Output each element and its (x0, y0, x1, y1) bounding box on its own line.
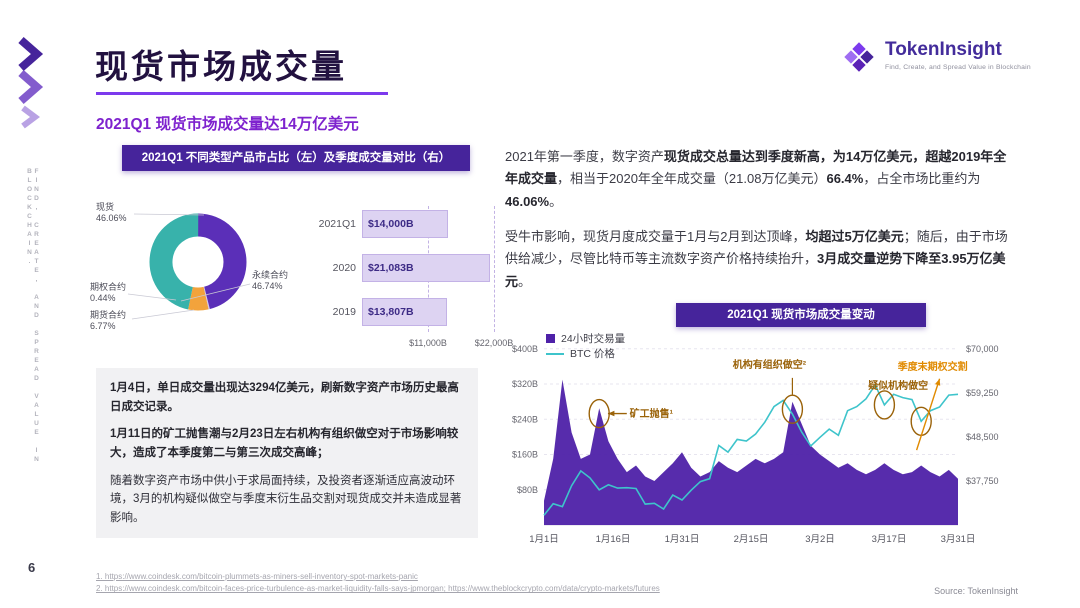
annotation-label: 疑似机构做空 (868, 379, 928, 392)
volume-legend-swatch-icon (546, 334, 555, 343)
bar-row: 2019 $13,807B (312, 298, 522, 326)
y-axis-left-tick-label: $320B (512, 379, 538, 389)
bar-axis-label: $11,000B (409, 338, 447, 348)
y-axis-left-tick-label: $80B (517, 485, 538, 495)
y-axis-right-tick-label: $48,500 (966, 432, 999, 442)
x-axis-tick-label: 3月17日 (872, 534, 907, 545)
page-title: 现货市场成交量 (95, 48, 347, 85)
volume-area-series (544, 379, 958, 525)
annotation-label: 矿工抛售¹ (630, 407, 674, 420)
y-axis-left-tick-label: $240B (512, 414, 538, 424)
bar-track: $14,000B (362, 210, 494, 238)
bar-axis-guide (494, 206, 495, 332)
annotation-label: 季度末期权交割 (897, 360, 968, 373)
side-tagline: FIND, CREATE, AND SPREAD VALUE IN BLOCKC… (26, 168, 40, 465)
annotation-arrow (915, 378, 941, 451)
btc-price-line-series (543, 383, 959, 516)
donut-label-leader (127, 293, 177, 301)
left-chart-title-banner: 2021Q1 不同类型产品市占比（左）及季度成交量对比（右） (122, 145, 470, 171)
x-axis-tick-label: 1月31日 (665, 534, 700, 545)
summary-paragraph-1: 2021年第一季度，数字资产现货成交总量达到季度新高，为14万亿美元，超越201… (505, 149, 1007, 209)
btc-price-legend-swatch-icon (546, 352, 564, 355)
annotation-arrowhead (607, 410, 615, 417)
donut-segment-label: 现货 46.06% (96, 201, 127, 223)
bar-axis-label: $22,000B (474, 338, 514, 348)
x-axis-tick-label: 2月15日 (734, 534, 769, 545)
bar-row: 2021Q1 $14,000B (312, 210, 522, 238)
bar-track: $13,807B (362, 298, 494, 326)
donut-segment-label: 期货合约 6.77% (90, 309, 126, 331)
footnote-link-2[interactable]: 2. https://www.coindesk.com/bitcoin-face… (96, 584, 660, 594)
y-axis-left-tick-label: $400B (512, 344, 538, 354)
bar-category-label: 2021Q1 (318, 218, 356, 230)
bar-row: 2020 $21,083B (312, 254, 522, 282)
donut-segment-label: 永续合约 46.74% (252, 269, 288, 291)
bar-value-label: $14,000B (368, 218, 414, 230)
bar-value-label: $13,807B (368, 306, 414, 318)
y-axis-right-tick-label: $70,000 (966, 344, 999, 354)
donut-label-leader (180, 283, 251, 302)
annotation-arrowhead (935, 378, 941, 386)
donut-label-leader (131, 309, 195, 320)
brand-tagline: Find, Create, and Spread Value in Blockc… (885, 63, 1031, 71)
brand-name: TokenInsight (885, 39, 1002, 60)
tokeninsight-logo-icon (844, 42, 874, 72)
btc-price-legend-item: BTC 价格 (546, 346, 625, 361)
quarterly-volume-bar-chart: 2021Q1 $14,000B 2020 $21,083B 2019 $13,807B $… (312, 206, 522, 360)
x-axis-tick-label: 3月2日 (805, 534, 835, 545)
spot-volume-chart: 24小时交易量 BTC 价格 $400B $320B $240B $160B $80B $… (500, 330, 1015, 562)
x-axis-tick-label: 1月1日 (529, 534, 559, 545)
bar-track: $21,083B (362, 254, 494, 282)
volume-legend-item: 24小时交易量 (546, 331, 625, 346)
x-axis-tick-label: 1月16日 (596, 534, 631, 545)
donut-label-leader (133, 213, 205, 216)
y-axis-right-tick-label: $37,750 (966, 476, 999, 486)
summary-paragraph-2: 受牛市影响，现货月度成交量于1月与2月到达顶峰，均超过5万亿美元；随后，由于市场… (505, 229, 1008, 289)
bar-category-label: 2019 (332, 306, 356, 318)
page-number: 6 (28, 560, 36, 575)
highlight-paragraph-2: 1月11日的矿工抛售潮与2月23日左右机构有组织做空对于市场影响较大，造成了本季… (110, 428, 459, 459)
summary-text-block: 2021年第一季度，数字资产现货成交总量达到季度新高，为14万亿美元，超越201… (505, 146, 1013, 306)
highlights-box: 1月4日，单日成交量出现达3294亿美元，刷新数字资产市场历史最高日成交记录。 … (96, 368, 478, 539)
btc-price-legend-label: BTC 价格 (570, 348, 615, 360)
right-chart-title-banner: 2021Q1 现货市场成交量变动 (676, 303, 926, 327)
bar-category-label: 2020 (332, 262, 356, 274)
chart-legend: 24小时交易量 BTC 价格 (546, 331, 625, 361)
y-axis-left-tick-label: $160B (512, 450, 538, 460)
volume-legend-label: 24小时交易量 (561, 333, 626, 345)
bar-value-label: $21,083B (368, 262, 414, 274)
bar-fill: $14,000B (362, 210, 448, 238)
bar-fill: $13,807B (362, 298, 447, 326)
page-subtitle: 2021Q1 现货市场成交量达14万亿美元 (96, 116, 359, 133)
annotation-circle (873, 390, 896, 420)
annotation-label: 机构有组织做空² (733, 358, 807, 371)
highlight-paragraph-1: 1月4日，单日成交量出现达3294亿美元，刷新数字资产市场历史最高日成交记录。 (110, 382, 459, 413)
donut-segment (149, 213, 247, 311)
product-share-donut-chart: 现货 46.06% 期权合约 0.44% 期货合约 6.77% 永续合约 46.74% (88, 188, 318, 348)
bar-fill: $21,083B (362, 254, 491, 282)
y-axis-right-tick-label: $59,250 (966, 388, 999, 398)
donut-segment-label: 期权合约 0.44% (90, 281, 126, 303)
title-underline (96, 92, 388, 95)
brand-logo: TokenInsight Find, Create, and Spread Va… (842, 39, 1031, 74)
source-label: Source: TokenInsight (934, 586, 1018, 596)
x-axis-tick-label: 3月31日 (941, 534, 976, 545)
annotation-circle (781, 394, 804, 424)
footnote-link-1[interactable]: 1. https://www.coindesk.com/bitcoin-plum… (96, 572, 418, 581)
highlight-paragraph-3: 随着数字资产市场中供小于求局面持续，及投资者逐渐适应高波动环境，3月的机构疑似做… (110, 474, 462, 524)
footnotes: 1. https://www.coindesk.com/bitcoin-plum… (96, 571, 660, 596)
decorative-chevrons-icon (18, 36, 44, 129)
